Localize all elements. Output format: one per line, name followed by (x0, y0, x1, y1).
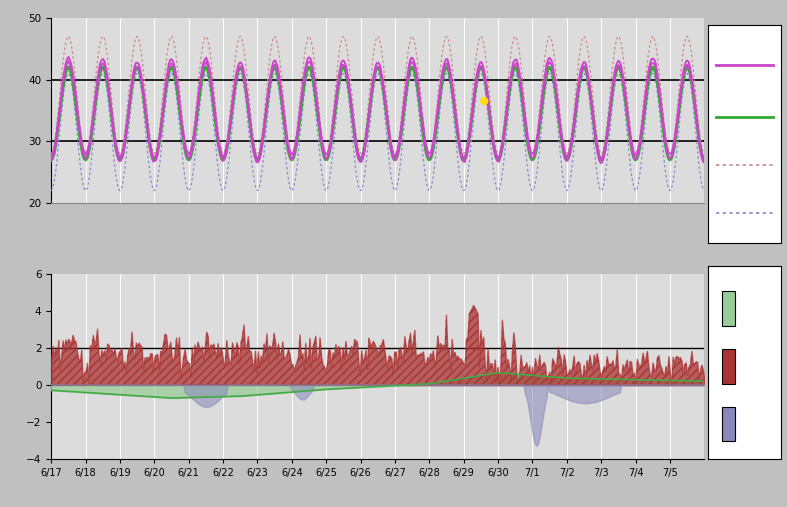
Point (478, 97, 490, 105)
Bar (722, 349, 735, 384)
Bar (722, 291, 735, 326)
Bar (722, 407, 735, 442)
